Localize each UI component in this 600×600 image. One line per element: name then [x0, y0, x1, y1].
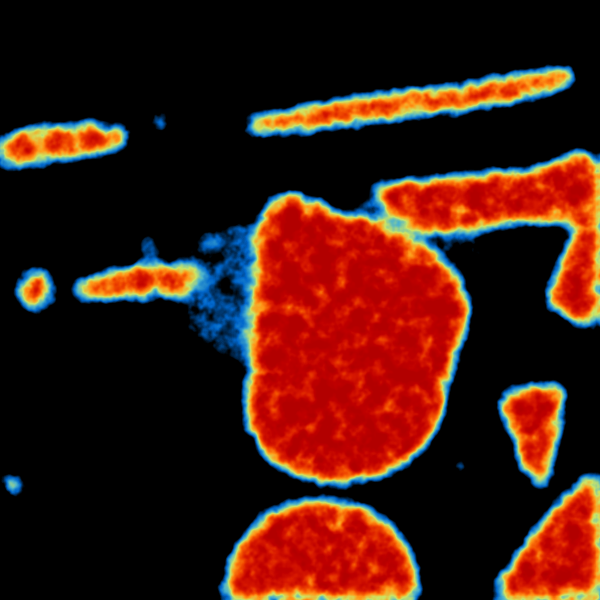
echo-core [220, 500, 420, 600]
echo-cell [500, 383, 565, 490]
echo-core [370, 150, 600, 330]
echo-band [240, 65, 575, 135]
echo-cell [471, 251, 489, 269]
echo-band [70, 264, 196, 300]
echo-core [490, 470, 600, 600]
echo-band [0, 123, 131, 170]
echo-cell [450, 460, 470, 480]
echo-cell [17, 268, 53, 312]
echo-cell [140, 235, 160, 255]
echo-cell [592, 37, 600, 53]
echo-cell [133, 318, 147, 332]
echo-cell [3, 473, 27, 497]
echo-core [246, 194, 470, 483]
echo-cell [150, 110, 170, 130]
